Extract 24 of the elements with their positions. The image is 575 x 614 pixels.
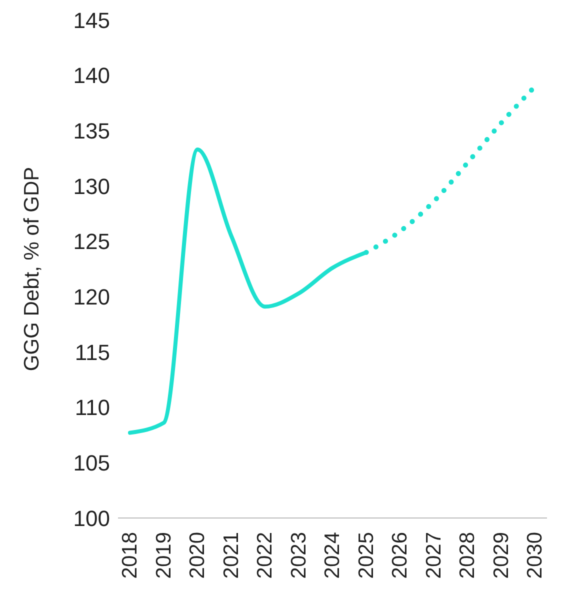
x-tick-label: 2029: [490, 532, 513, 579]
x-tick-label: 2025: [354, 532, 378, 579]
x-tick-label: 2019: [152, 532, 176, 579]
x-tick-label: 2018: [118, 532, 142, 579]
x-tick-label: 2020: [186, 532, 209, 579]
y-tick-label: 100: [73, 506, 110, 531]
y-axis-title: GGG Debt, % of GDP: [20, 166, 44, 372]
y-tick-label: 135: [73, 118, 110, 144]
y-tick-label: 105: [73, 450, 110, 476]
y-tick-label: 140: [73, 63, 110, 88]
y-tick-label: 145: [73, 8, 110, 33]
x-tick-label: 2024: [321, 532, 344, 579]
x-tick-label: 2027: [422, 532, 446, 579]
y-tick-label: 120: [73, 284, 110, 310]
x-tick-label: 2026: [388, 532, 412, 579]
y-tick-label: 125: [73, 229, 110, 254]
x-tick-label: 2022: [254, 532, 276, 579]
y-tick-label: 115: [74, 340, 110, 365]
x-tick-label: 2030: [524, 532, 546, 579]
x-tick-label: 2021: [220, 532, 243, 579]
x-tick-label: 2023: [287, 532, 310, 579]
x-tick-label: 2028: [456, 532, 479, 579]
y-tick-label: 130: [73, 174, 110, 199]
y-tick-label: 110: [74, 395, 110, 420]
